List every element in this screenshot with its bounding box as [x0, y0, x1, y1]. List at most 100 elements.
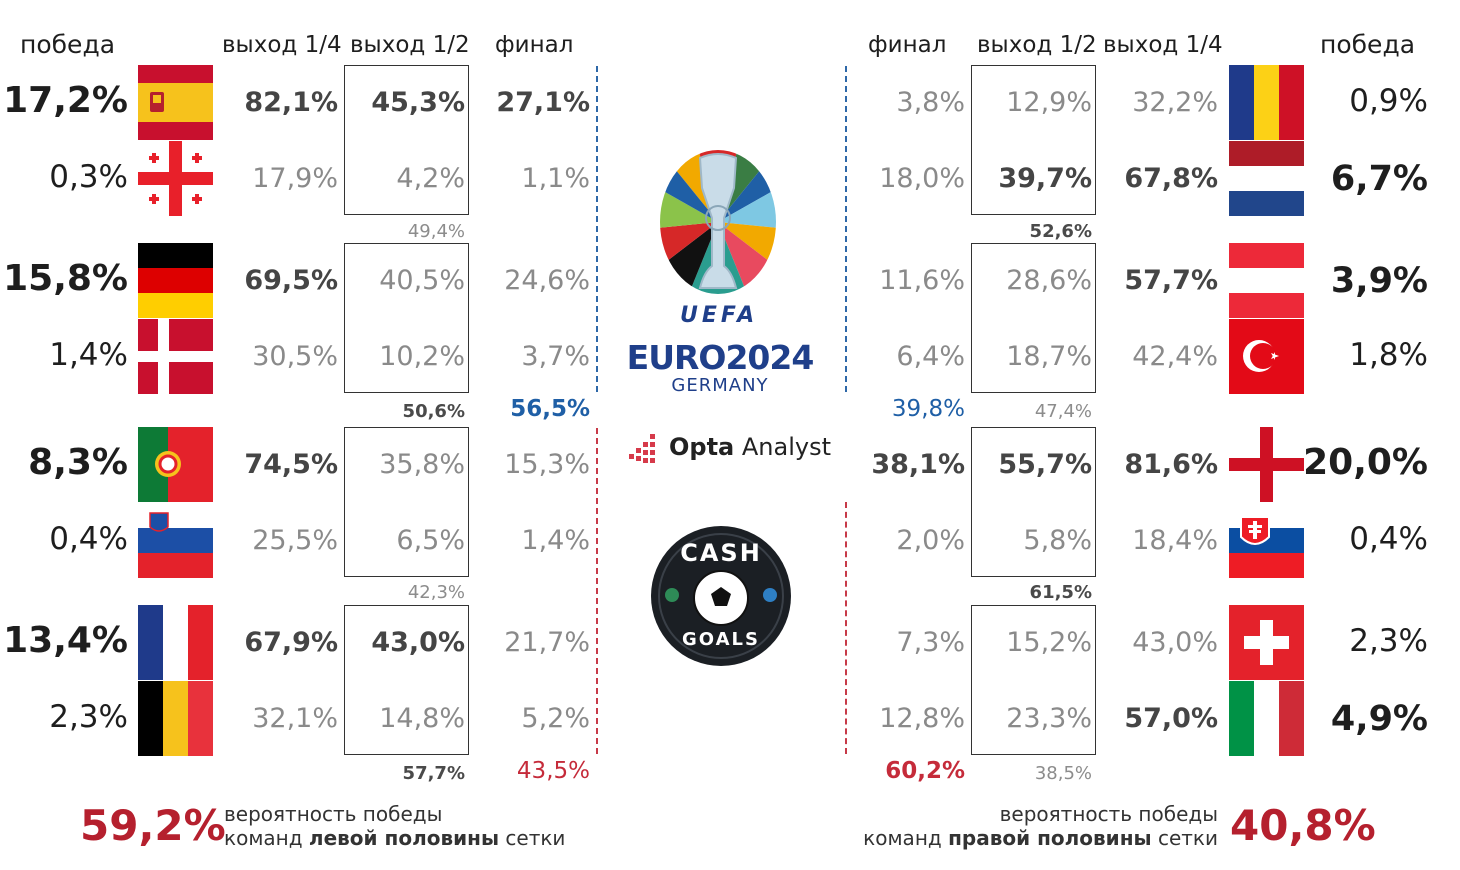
left-team-final: 24,6% [504, 265, 590, 296]
left-team-final: 1,1% [521, 163, 590, 194]
left-team-qf: 74,5% [244, 449, 338, 480]
left-header-win: победа [20, 30, 116, 59]
opta-wordmark-rest: Analyst [734, 433, 831, 461]
left-divider-red [596, 428, 598, 754]
left-pair-3: 42,3% [407, 582, 465, 603]
left-header-qf: выход 1/4 [222, 32, 342, 58]
right-team-sf: 55,7% [998, 449, 1092, 480]
right-caption-line2: команд правой половины сетки [863, 826, 1218, 850]
germany-wordmark: GERMANY [671, 375, 769, 396]
left-header-final: финал [495, 32, 574, 58]
right-half-top: 39,8% [891, 396, 965, 422]
right-team-qf: 32,2% [1132, 87, 1218, 118]
flag-germany [138, 243, 213, 318]
right-pair-2: 47,4% [1034, 401, 1092, 422]
left-team-qf: 25,5% [252, 525, 338, 556]
flag-turkey [1229, 319, 1304, 394]
left-team-win: 17,2% [3, 80, 128, 121]
left-team-final: 5,2% [521, 703, 590, 734]
left-team-sf: 6,5% [396, 525, 465, 556]
right-divider-blue [845, 66, 847, 392]
left-total-pct: 59,2% [80, 801, 226, 850]
left-team-final: 3,7% [521, 341, 590, 372]
right-team-sf: 23,3% [1006, 703, 1092, 734]
right-header-final: финал [868, 32, 947, 58]
left-team-sf: 40,5% [379, 265, 465, 296]
left-box-4 [344, 605, 469, 755]
right-team-sf: 18,7% [1006, 341, 1092, 372]
flag-italy [1229, 681, 1304, 756]
left-pair-1: 49,4% [407, 221, 465, 242]
right-team-qf: 81,6% [1124, 449, 1218, 480]
left-team-sf: 10,2% [379, 341, 465, 372]
flag-switzerland [1229, 605, 1304, 680]
right-team-win: 20,0% [1303, 442, 1428, 483]
left-caption-line1: вероятность победы [224, 802, 443, 826]
left-team-qf: 67,9% [244, 627, 338, 658]
right-team-final: 12,8% [879, 703, 965, 734]
right-team-sf: 39,7% [998, 163, 1092, 194]
uefa-arc-text: UEFA [680, 303, 759, 328]
right-pair-3: 61,5% [1029, 582, 1092, 603]
left-half-top: 56,5% [510, 396, 590, 422]
flag-portugal [138, 427, 213, 502]
right-half-bottom: 60,2% [885, 758, 965, 784]
right-pair-4: 38,5% [1034, 763, 1092, 784]
flag-slovakia [1229, 503, 1304, 578]
flag-france [138, 605, 213, 680]
left-team-final: 21,7% [504, 627, 590, 658]
right-team-win: 0,9% [1349, 83, 1428, 119]
right-team-final: 2,0% [896, 525, 965, 556]
right-team-qf: 42,4% [1132, 341, 1218, 372]
right-caption-line1: вероятность победы [999, 802, 1218, 826]
flag-slovenia [138, 503, 213, 578]
left-pair-2: 50,6% [402, 401, 465, 422]
left-team-sf: 14,8% [379, 703, 465, 734]
right-box-3 [971, 427, 1096, 577]
flag-netherlands [1229, 141, 1304, 216]
right-team-win: 6,7% [1330, 159, 1428, 199]
left-team-win: 8,3% [28, 442, 128, 483]
right-team-sf: 28,6% [1006, 265, 1092, 296]
left-team-final: 27,1% [496, 87, 590, 118]
right-box-1 [971, 65, 1096, 215]
left-team-qf: 30,5% [252, 341, 338, 372]
left-team-final: 15,3% [504, 449, 590, 480]
right-header-win: победа [1320, 30, 1416, 59]
right-header-qf: выход 1/4 [1103, 32, 1223, 58]
right-team-final: 38,1% [871, 449, 965, 480]
left-box-3 [344, 427, 469, 577]
left-team-win: 15,8% [3, 258, 128, 299]
left-caption: вероятность победы команд левой половины… [224, 802, 565, 850]
euro2024-wordmark: EURO2024 [626, 338, 815, 377]
right-box-2 [971, 243, 1096, 393]
left-team-sf: 35,8% [379, 449, 465, 480]
right-team-qf: 57,0% [1124, 703, 1218, 734]
right-box-4 [971, 605, 1096, 755]
right-team-qf: 67,8% [1124, 163, 1218, 194]
right-team-win: 3,9% [1330, 261, 1428, 301]
left-team-sf: 43,0% [371, 627, 465, 658]
flag-georgia [138, 141, 213, 216]
left-team-sf: 45,3% [371, 87, 465, 118]
goals-text: GOALS [682, 629, 760, 650]
left-divider-blue [596, 66, 598, 392]
left-team-win: 0,3% [49, 159, 128, 195]
right-pair-1: 52,6% [1029, 221, 1092, 242]
flag-austria [1229, 243, 1304, 318]
cash-text: CASH [680, 539, 762, 567]
right-team-win: 0,4% [1349, 521, 1428, 557]
left-caption-line2: команд левой половины сетки [224, 826, 566, 850]
left-pair-4: 57,7% [402, 763, 465, 784]
right-header-sf: выход 1/2 [977, 32, 1097, 58]
left-team-qf: 32,1% [252, 703, 338, 734]
right-team-win: 4,9% [1330, 699, 1428, 739]
right-team-final: 11,6% [879, 265, 965, 296]
cash-goals-logo: CASH GOALS [650, 525, 792, 667]
euro2024-trophy-logo [658, 148, 778, 296]
right-team-win: 1,8% [1349, 337, 1428, 373]
left-half-bottom: 43,5% [516, 758, 590, 784]
opta-wordmark-bold: Opta [669, 433, 735, 461]
left-team-win: 2,3% [49, 699, 128, 735]
left-team-win: 0,4% [49, 521, 128, 557]
